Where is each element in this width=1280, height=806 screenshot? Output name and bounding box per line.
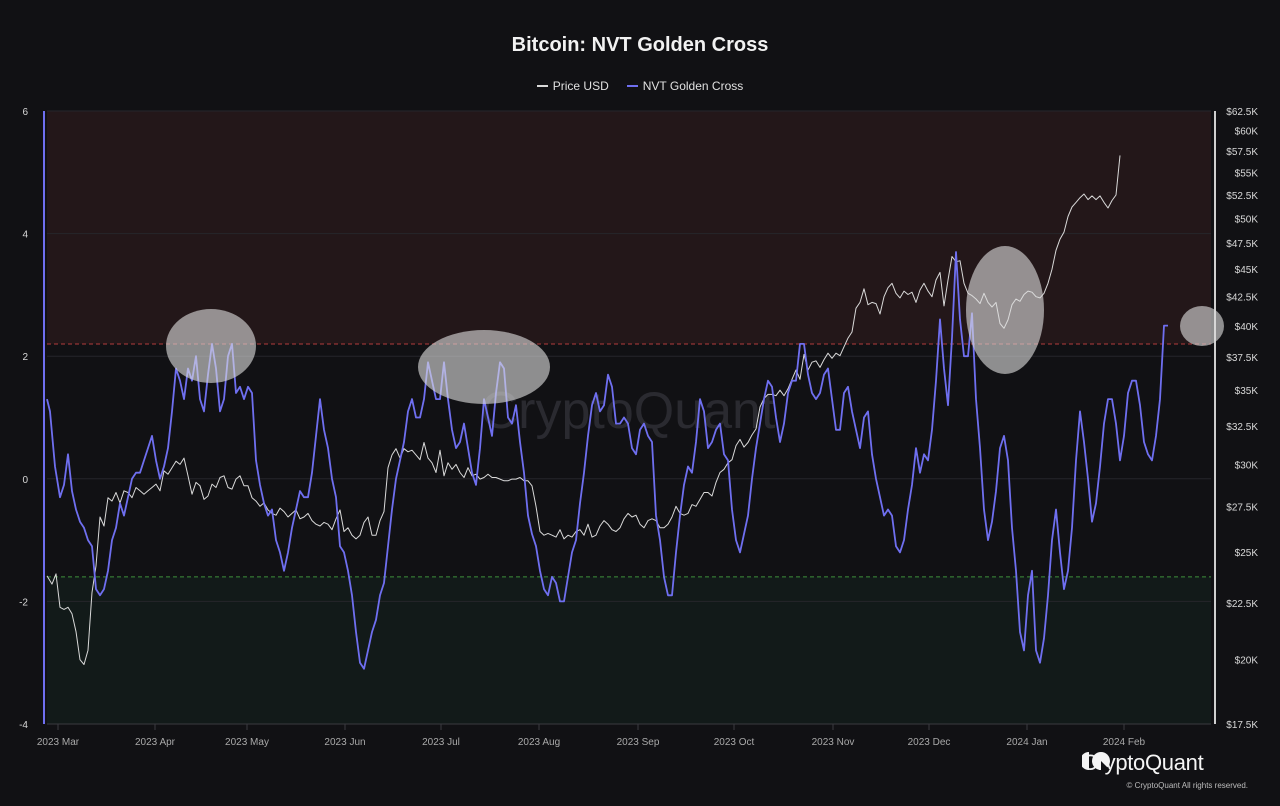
highlight-dec-jan-peak	[966, 246, 1044, 374]
highlight-feb-end-peak	[1180, 306, 1224, 346]
chart-title: Bitcoin: NVT Golden Cross	[511, 34, 769, 56]
right-axis-tick-label: $62.5K	[1226, 107, 1258, 118]
right-axis-tick-label: $22.5K	[1226, 599, 1258, 610]
left-axis-tick-label: 0	[22, 475, 28, 486]
left-axis-tick-label: -2	[19, 597, 28, 608]
nvt-line-swatch-icon	[626, 85, 638, 87]
right-axis-tick-label: $27.5K	[1226, 502, 1258, 513]
left-axis-tick-label: -4	[19, 720, 28, 731]
cryptoquant-logo: CryptoQuant	[1082, 750, 1204, 776]
x-axis-tick-label: 2023 Sep	[617, 737, 660, 748]
x-axis-tick-label: 2024 Jan	[1006, 737, 1047, 748]
price-usd-line	[46, 155, 1121, 665]
legend-item-nvt[interactable]: NVT Golden Cross	[626, 79, 744, 93]
x-axis: 2023 Mar 2023 Apr 2023 May 2023 Jun 2023 Jul…	[37, 723, 1211, 748]
x-axis-tick-label: 2023 Jul	[422, 737, 460, 748]
right-axis-tick-label: $45K	[1235, 265, 1259, 276]
cryptoquant-logo-icon	[1082, 752, 1110, 770]
highlight-ellipses	[166, 246, 1224, 404]
legend-item-price[interactable]: Price USD	[536, 79, 609, 93]
left-axis-tick-label: 6	[22, 107, 28, 118]
right-axis-tick-label: $55K	[1235, 169, 1259, 180]
right-axis-tick-label: $50K	[1235, 214, 1259, 225]
right-axis-tick-label: $60K	[1235, 127, 1259, 138]
left-axis-tick-label: 2	[22, 352, 28, 363]
right-axis-tick-label: $47.5K	[1226, 239, 1258, 250]
right-axis-tick-label: $37.5K	[1226, 353, 1258, 364]
copyright-notice: © CryptoQuant All rights reserved.	[1126, 781, 1249, 790]
right-axis-tick-label: $20K	[1235, 656, 1259, 667]
x-axis-tick-label: 2023 Dec	[908, 737, 951, 748]
x-axis-tick-label: 2023 Oct	[714, 737, 755, 748]
highlight-apr-may-peak	[166, 309, 256, 383]
right-axis-tick-label: $52.5K	[1226, 191, 1258, 202]
chart-legend: Price USD NVT Golden Cross	[0, 79, 1280, 93]
right-y-axis: $62.5K $60K $57.5K $55K $52.5K $50K $47.5K $45K…	[1214, 107, 1259, 731]
right-axis-tick-label: $30K	[1235, 460, 1259, 471]
highlight-jul-aug-peak	[418, 330, 550, 404]
x-axis-tick-label: 2023 Mar	[37, 737, 80, 748]
right-axis-tick-label: $32.5K	[1226, 422, 1258, 433]
left-axis-tick-label: 4	[22, 230, 28, 241]
x-axis-tick-label: 2023 Aug	[518, 737, 560, 748]
legend-label-price: Price USD	[552, 79, 609, 93]
right-axis-tick-label: $57.5K	[1226, 147, 1258, 158]
right-axis-tick-label: $42.5K	[1226, 293, 1258, 304]
x-axis-tick-label: 2023 Nov	[812, 737, 855, 748]
left-y-axis: 6 4 2 0 -2 -4	[19, 107, 45, 731]
right-axis-tick-label: $40K	[1235, 322, 1259, 333]
right-axis-tick-label: $25K	[1235, 548, 1259, 559]
right-axis-tick-label: $17.5K	[1226, 720, 1258, 731]
x-axis-tick-label: 2023 May	[225, 737, 269, 748]
right-axis-tick-label: $35K	[1235, 386, 1259, 397]
x-axis-tick-label: 2023 Jun	[324, 737, 365, 748]
x-axis-tick-label: 2023 Apr	[135, 737, 176, 748]
price-line-swatch-icon	[536, 85, 548, 87]
legend-label-nvt: NVT Golden Cross	[642, 79, 744, 93]
x-axis-tick-label: 2024 Feb	[1103, 737, 1146, 748]
